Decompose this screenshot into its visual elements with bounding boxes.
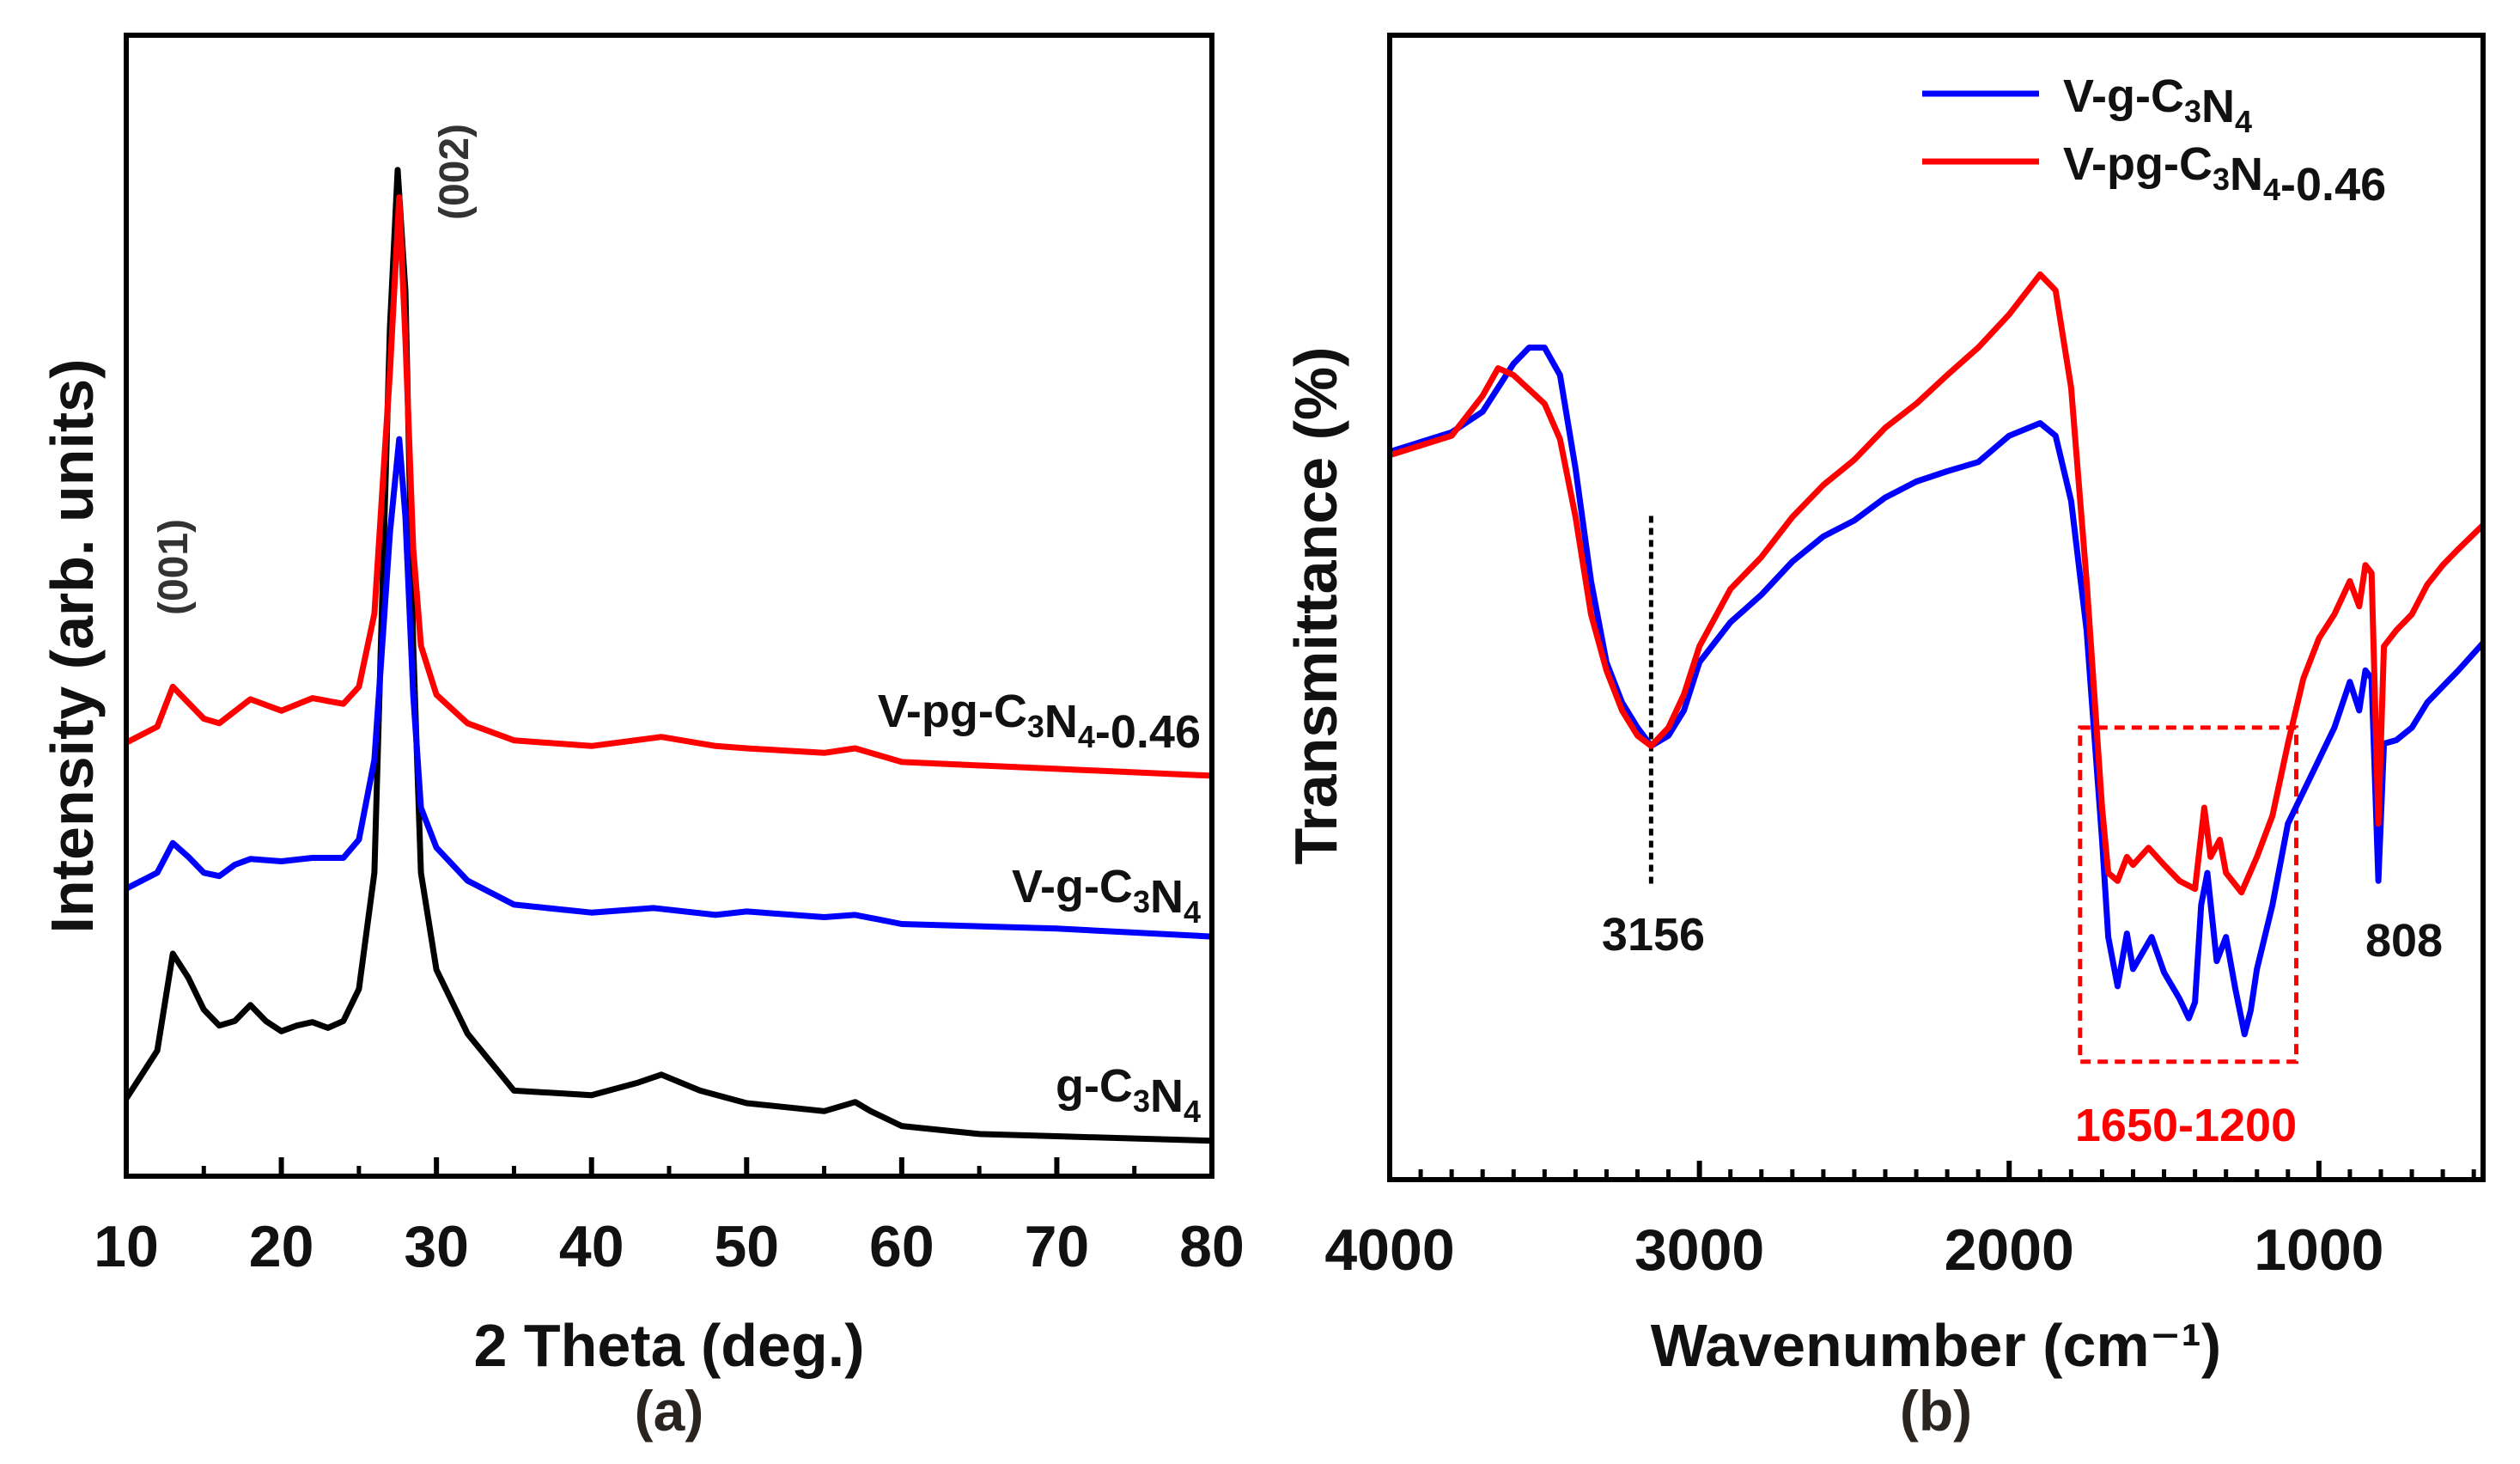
peak-label-002: (002) (432, 124, 478, 220)
xrd-plot-frame (124, 33, 1214, 1179)
xrd-x-axis-label: 2 Theta (deg.) (473, 1312, 864, 1379)
ftir-tick-label: 1000 (2254, 1217, 2383, 1283)
xrd-series-v-g-c3n4 (125, 436, 1213, 940)
peak-label-001: (001) (151, 519, 197, 615)
ftir-curves (1388, 271, 2486, 1038)
xrd-tick-label: 80 (1179, 1214, 1245, 1279)
xrd-series-v-pg-c3n4-0-46 (125, 194, 1213, 779)
ftir-panel: 4000 3000 2000 1000 V-g-C3N4 V-pg-C3N4-0.46… (1282, 33, 2486, 1443)
xrd-tick-label: 70 (1025, 1214, 1090, 1279)
ftir-x-axis-label: Wavenumber (cm⁻¹) (1651, 1312, 2221, 1379)
ftir-plot-frame (1387, 33, 2486, 1182)
annotation-3156: 3156 (1602, 909, 1705, 961)
xrd-tick-label: 50 (714, 1214, 779, 1279)
xrd-curves (124, 167, 1213, 1144)
legend: V-g-C3N4 V-pg-C3N4-0.46 (1922, 70, 2386, 210)
xrd-x-ticks: 10 20 30 40 50 60 70 80 (94, 1157, 1245, 1279)
xrd-tick-label: 60 (869, 1214, 934, 1279)
xrd-y-axis-label: Intensity (arb. units) (39, 359, 106, 934)
annotation-1650-1200: 1650-1200 (2075, 1100, 2297, 1151)
curve-label-v-pg-c3n4: V-pg-C3N4-0.46 (878, 686, 1201, 758)
ftir-tick-label: 4000 (1324, 1217, 1454, 1283)
xrd-tick-label: 40 (559, 1214, 624, 1279)
xrd-panel: 10 20 30 40 50 60 70 80 (001) (002) V-pg-C3N4-0… (39, 33, 1245, 1443)
highlight-box-1650-1200 (2078, 725, 2299, 1064)
ftir-y-axis-label: Transmittance (%) (1282, 347, 1349, 865)
xrd-series-g-c3n4 (124, 167, 1213, 1144)
ftir-series-v-g-c3n4 (1388, 345, 2486, 1038)
xrd-tick-label: 30 (404, 1214, 469, 1279)
ftir-x-ticks: 4000 3000 2000 1000 (1324, 1161, 2476, 1283)
ftir-annotations (1648, 515, 2299, 1064)
ftir-series-v-pg-c3n4-0-46 (1388, 271, 2486, 896)
xrd-tick-label: 10 (94, 1214, 159, 1279)
xrd-tick-label: 20 (249, 1214, 314, 1279)
legend-label-v-pg-c3n4: V-pg-C3N4-0.46 (2063, 138, 2386, 210)
ftir-tick-label: 3000 (1634, 1217, 1764, 1283)
legend-label-v-g-c3n4: V-g-C3N4 (2063, 70, 2252, 139)
panel-label-a: (a) (635, 1379, 704, 1443)
ftir-tick-label: 2000 (1945, 1217, 2074, 1283)
curve-label-v-g-c3n4: V-g-C3N4 (1012, 861, 1201, 930)
annotation-808: 808 (2365, 915, 2443, 967)
panel-label-b: (b) (1900, 1379, 1972, 1443)
curve-label-g-c3n4: g-C3N4 (1056, 1060, 1201, 1129)
